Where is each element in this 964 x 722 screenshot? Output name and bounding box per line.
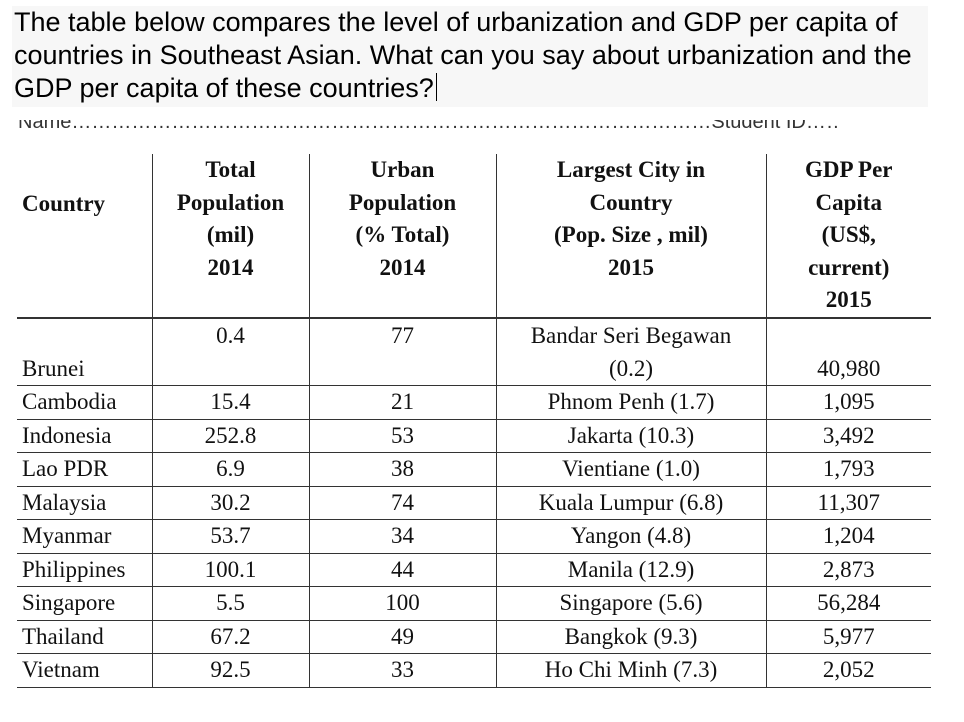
cell-gdp: 40,980 [765,317,931,386]
cell-city: Manila (12.9) [495,552,767,587]
cell-city: Kuala Lumpur (6.8) [495,485,767,520]
cell-population: 67.2 [151,619,310,654]
table-header-row: Country Total Population (mil) 2014 Urba… [17,154,931,318]
cell-urban: 77 [308,317,497,386]
cell-gdp: 1,204 [765,519,931,554]
cell-country: Cambodia [17,385,153,420]
cell-population: 53.7 [151,519,310,554]
header-total-population: Total Population (mil) 2014 [151,154,310,318]
cell-population: 0.4 [151,317,310,386]
question-text: The table below compares the level of ur… [14,7,912,103]
cell-country: Indonesia [17,418,153,453]
cell-gdp: 5,977 [765,619,931,654]
cell-country: Philippines [17,552,153,587]
cell-country: Malaysia [17,485,153,520]
cell-urban: 38 [308,452,497,487]
table-row: Indonesia 252.8 53 Jakarta (10.3) 3,492 [17,418,931,453]
header-country: Country [17,154,153,318]
table-row: Brunei 0.4 77 Bandar Seri Begawan (0.2) … [17,317,931,386]
cell-city: Vientiane (1.0) [495,452,767,487]
cell-urban: 100 [308,586,497,621]
cell-urban: 44 [308,552,497,587]
cell-population: 15.4 [151,385,310,420]
table-row: Myanmar 53.7 34 Yangon (4.8) 1,204 [17,519,931,554]
cell-city: Phnom Penh (1.7) [495,385,767,420]
header-gdp-per-capita: GDP Per Capita (US$, current) 2015 [765,154,931,318]
cell-city: Jakarta (10.3) [495,418,767,453]
name-student-id-line: Name……………………………………………………………………………………Stud… [18,120,838,142]
table-row: Cambodia 15.4 21 Phnom Penh (1.7) 1,095 [17,385,931,420]
cell-population: 100.1 [151,552,310,587]
text-cursor [435,73,437,101]
cell-city: Bandar Seri Begawan (0.2) [495,317,767,386]
cell-gdp: 1,095 [765,385,931,420]
cell-city: Singapore (5.6) [495,586,767,621]
cell-country: Thailand [17,619,153,654]
table-row: Philippines 100.1 44 Manila (12.9) 2,873 [17,552,931,587]
cell-population: 5.5 [151,586,310,621]
cell-country: Lao PDR [17,452,153,487]
cell-urban: 33 [308,653,497,688]
cell-urban: 74 [308,485,497,520]
table-row: Singapore 5.5 100 Singapore (5.6) 56,284 [17,586,931,621]
cell-urban: 21 [308,385,497,420]
header-urban-population: Urban Population (% Total) 2014 [308,154,497,318]
question-text-box: The table below compares the level of ur… [12,6,928,107]
cell-population: 30.2 [151,485,310,520]
cell-gdp: 2,052 [765,653,931,688]
table-row: Thailand 67.2 49 Bangkok (9.3) 5,977 [17,619,931,654]
cell-urban: 53 [308,418,497,453]
cell-population: 6.9 [151,452,310,487]
cell-country: Singapore [17,586,153,621]
cell-gdp: 11,307 [765,485,931,520]
cell-population: 252.8 [151,418,310,453]
cell-urban: 49 [308,619,497,654]
name-student-id-text: Name……………………………………………………………………………………Stud… [18,120,838,133]
cell-country: Brunei [17,317,153,386]
table-row: Lao PDR 6.9 38 Vientiane (1.0) 1,793 [17,452,931,487]
cell-urban: 34 [308,519,497,554]
cell-country: Vietnam [17,653,153,688]
table-row: Vietnam 92.5 33 Ho Chi Minh (7.3) 2,052 [17,653,931,688]
cell-city: Ho Chi Minh (7.3) [495,653,767,688]
cell-gdp: 1,793 [765,452,931,487]
table-row: Malaysia 30.2 74 Kuala Lumpur (6.8) 11,3… [17,485,931,520]
cell-gdp: 3,492 [765,418,931,453]
header-largest-city: Largest City in Country (Pop. Size , mil… [495,154,767,318]
cell-population: 92.5 [151,653,310,688]
cell-city: Yangon (4.8) [495,519,767,554]
cell-gdp: 2,873 [765,552,931,587]
cell-city: Bangkok (9.3) [495,619,767,654]
urbanization-gdp-table: Country Total Population (mil) 2014 Urba… [17,154,931,688]
cell-country: Myanmar [17,519,153,554]
cell-gdp: 56,284 [765,586,931,621]
